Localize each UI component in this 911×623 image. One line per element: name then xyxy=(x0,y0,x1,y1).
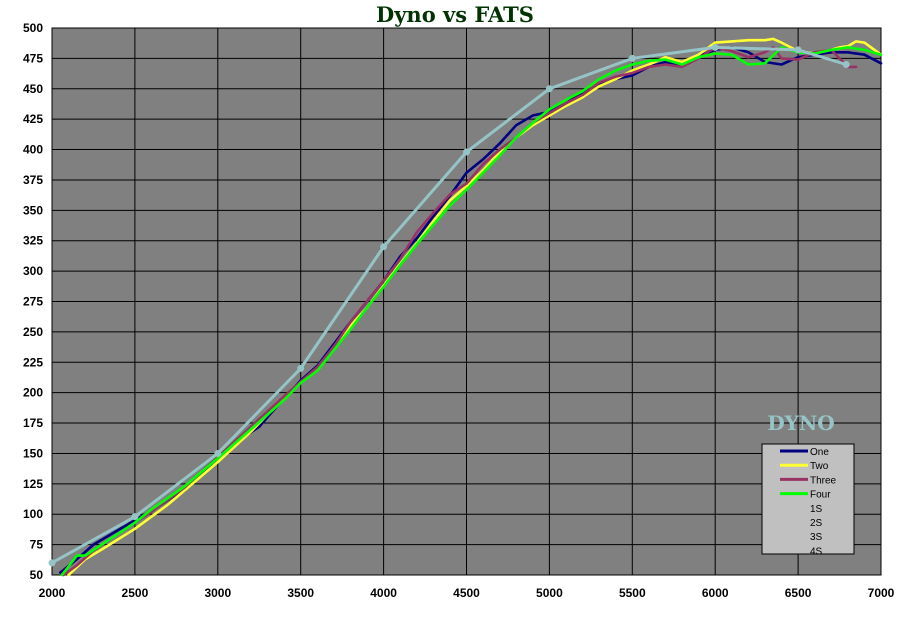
y-tick-label: 300 xyxy=(23,264,43,278)
y-tick-label: 375 xyxy=(23,173,43,187)
y-tick-label: 250 xyxy=(23,325,43,339)
x-tick-label: 7000 xyxy=(868,586,895,600)
data-point-1s xyxy=(628,54,636,62)
data-point-1s xyxy=(463,148,470,156)
y-tick-label: 350 xyxy=(23,203,43,217)
data-point-1s xyxy=(794,46,802,54)
data-point-1s xyxy=(48,559,56,567)
chart-title: Dyno vs FATS xyxy=(376,2,534,27)
data-point-1s xyxy=(545,85,553,93)
x-tick-label: 4500 xyxy=(453,586,480,600)
grid-lines xyxy=(51,27,882,576)
legend-label-4s: 4S xyxy=(810,546,823,557)
legend-items: One Two Three Four 1S 2S 3S 4S xyxy=(780,447,837,557)
y-tick-label: 450 xyxy=(23,82,43,96)
y-tick-label: 225 xyxy=(23,355,43,369)
y-tick-label: 75 xyxy=(30,538,44,552)
data-point-1s xyxy=(711,43,719,51)
y-tick-label: 275 xyxy=(23,295,43,309)
series-layer xyxy=(48,37,883,577)
data-point-1s xyxy=(842,60,850,68)
y-tick-label: 425 xyxy=(23,112,43,126)
y-tick-label: 100 xyxy=(23,507,43,521)
y-tick-label: 150 xyxy=(23,446,43,460)
y-tick-label: 125 xyxy=(23,477,43,491)
x-tick-label: 5500 xyxy=(619,586,646,600)
y-axis-tick-labels: 50 75 100 125 150 175 200 225 250 275 300 325 350 375… xyxy=(23,21,43,582)
y-tick-label: 400 xyxy=(23,143,43,157)
data-point-1s xyxy=(131,513,139,521)
x-tick-label: 6000 xyxy=(702,586,729,600)
legend-label-3s: 3S xyxy=(810,532,823,543)
legend-label-four: Four xyxy=(810,490,831,501)
x-tick-label: 6500 xyxy=(785,586,812,600)
data-point-1s xyxy=(297,364,305,372)
dyno-annotation: DYNO xyxy=(767,411,834,435)
y-tick-label: 325 xyxy=(23,234,43,248)
data-point-1s xyxy=(214,449,222,457)
legend-label-one: One xyxy=(810,447,829,458)
x-tick-label: 4000 xyxy=(370,586,397,600)
y-tick-label: 50 xyxy=(30,568,44,582)
x-tick-label: 5000 xyxy=(536,586,563,600)
legend-label-1s: 1S xyxy=(810,504,823,515)
x-axis-tick-labels: 2000 2500 3000 3500 4000 4500 5000 5500 6000 6500… xyxy=(39,586,895,600)
y-tick-label: 475 xyxy=(23,51,43,65)
data-point-1s xyxy=(380,243,388,251)
legend-label-two: Two xyxy=(810,461,829,472)
legend-box xyxy=(761,443,855,555)
x-tick-label: 3000 xyxy=(204,586,231,600)
x-tick-label: 2500 xyxy=(122,586,149,600)
series-line-four xyxy=(60,46,883,577)
legend: One Two Three Four 1S 2S 3S 4S xyxy=(761,443,855,557)
legend-label-2s: 2S xyxy=(810,518,823,529)
x-tick-label: 2000 xyxy=(39,586,66,600)
y-tick-label: 200 xyxy=(23,386,43,400)
y-tick-label: 500 xyxy=(23,21,43,35)
y-tick-label: 175 xyxy=(23,416,43,430)
x-tick-label: 3500 xyxy=(287,586,314,600)
legend-label-three: Three xyxy=(810,475,837,486)
